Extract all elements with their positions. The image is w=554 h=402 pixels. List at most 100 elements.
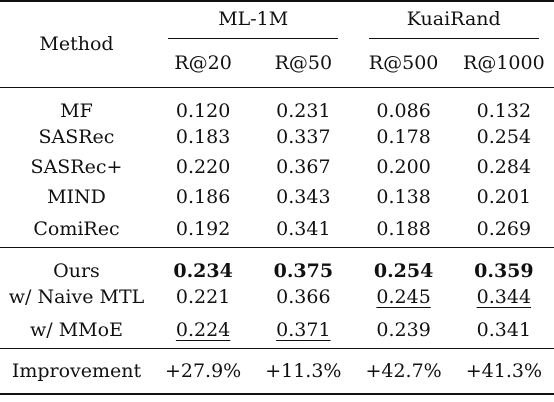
value-text: 0.359: [474, 260, 534, 282]
table-row: w/ MMoE 0.224 0.371 0.239 0.341: [0, 312, 554, 348]
value-text: 0.183: [175, 125, 231, 148]
value-text: 0.231: [276, 99, 331, 122]
method-name: Ours: [0, 247, 153, 282]
table-row: ComiRec 0.192 0.341 0.188 0.269: [0, 212, 554, 248]
group-label-ml1m: ML-1M: [168, 8, 339, 39]
value-cell: 0.254: [454, 122, 554, 152]
metric-header: R@500: [353, 39, 454, 88]
method-name: ComiRec: [33, 218, 120, 241]
improvement-label: Improvement: [0, 347, 153, 395]
value-cell: 0.220: [153, 152, 253, 182]
value-text: 0.341: [476, 318, 532, 341]
value-text: 0.245: [376, 286, 431, 308]
baseline-rows: MF 0.120 0.231 0.086 0.132 SASRec 0.183 0.337 0.…: [0, 87, 554, 248]
header-row-groups: Method ML-1M KuaiRand: [0, 1, 554, 88]
value-text: 0.284: [476, 155, 532, 178]
method-name: w/ MMoE: [30, 318, 123, 341]
value-text: 0.188: [376, 218, 431, 241]
value-cell: 0.120: [153, 87, 253, 122]
group-label-kuairand: KuaiRand: [368, 8, 539, 39]
value-text: 0.200: [376, 155, 431, 178]
value-text: 0.138: [376, 185, 431, 208]
value-text: 0.221: [175, 286, 231, 308]
header-row-metrics: R@20 R@50 R@500 R@1000: [0, 39, 554, 88]
value-text: 0.086: [376, 99, 431, 122]
group-header-kuairand: KuaiRand: [353, 1, 554, 39]
value-cell: 0.188: [353, 212, 453, 248]
method-name: MF: [60, 99, 93, 122]
value-cell: 0.371: [253, 312, 353, 348]
value-text: 0.337: [276, 125, 331, 148]
improvement-cell: +42.7%: [353, 347, 454, 395]
value-cell: 0.201: [454, 182, 554, 212]
value-cell: 0.341: [454, 312, 554, 348]
value-cell: 0.341: [253, 212, 353, 248]
table-row: w/ Naive MTL 0.221 0.366 0.245 0.344: [0, 282, 554, 312]
metric-header: R@50: [253, 39, 354, 88]
value-text: 0.254: [476, 125, 532, 148]
value-cell: 0.284: [454, 152, 554, 182]
value-text: 0.375: [273, 260, 334, 282]
value-text: 0.254: [373, 260, 434, 282]
table-row: SASRec 0.183 0.337 0.178 0.254: [0, 122, 554, 152]
value-cell: 0.192: [153, 212, 253, 248]
table-row: MF 0.120 0.231 0.086 0.132: [0, 87, 554, 122]
value-cell: 0.239: [353, 312, 453, 348]
value-text: 0.186: [175, 185, 231, 208]
value-cell: 0.200: [353, 152, 453, 182]
value-cell: 0.178: [353, 122, 453, 152]
value-cell: 0.366: [253, 282, 353, 312]
improvement-cell: +41.3%: [453, 347, 554, 395]
value-cell: 0.132: [454, 87, 554, 122]
value-cell: 0.337: [253, 122, 353, 152]
value-cell: 0.183: [153, 122, 253, 152]
value-text: 0.269: [476, 218, 532, 241]
value-text: 0.178: [376, 125, 431, 148]
value-cell: 0.231: [253, 87, 353, 122]
table-row: Ours 0.234 0.375 0.254 0.359: [0, 247, 554, 282]
value-cell: 0.359: [453, 247, 554, 282]
value-cell: 0.375: [253, 247, 354, 282]
value-text: 0.239: [376, 318, 431, 341]
value-text: 0.132: [476, 99, 532, 122]
method-header: Method: [0, 1, 153, 88]
value-cell: 0.086: [353, 87, 453, 122]
value-cell: 0.221: [153, 282, 253, 312]
value-cell: 0.254: [353, 247, 454, 282]
value-text: 0.192: [175, 218, 231, 241]
group-header-ml1m: ML-1M: [153, 1, 354, 39]
value-text: 0.201: [476, 185, 532, 208]
value-cell: 0.224: [153, 312, 253, 348]
value-text: 0.366: [276, 286, 331, 308]
metric-header: R@1000: [453, 39, 554, 88]
value-text: 0.371: [276, 318, 331, 341]
value-cell: 0.138: [353, 182, 453, 212]
method-name: SASRec: [38, 125, 115, 148]
value-text: 0.120: [175, 99, 231, 122]
value-cell: 0.245: [353, 282, 453, 312]
value-cell: 0.186: [153, 182, 253, 212]
value-text: 0.234: [173, 260, 233, 282]
value-text: 0.220: [175, 155, 231, 178]
method-name: w/ Naive MTL: [8, 286, 145, 308]
method-name: MIND: [47, 185, 106, 208]
improvement-row: Improvement +27.9% +11.3% +42.7% +41.3%: [0, 347, 554, 395]
value-cell: 0.344: [454, 282, 554, 312]
value-text: 0.367: [276, 155, 331, 178]
value-text: 0.224: [175, 318, 231, 341]
value-cell: 0.234: [152, 247, 254, 282]
table-row: MIND 0.186 0.343 0.138 0.201: [0, 182, 554, 212]
improvement-cell: +11.3%: [253, 347, 354, 395]
value-cell: 0.269: [454, 212, 554, 248]
ours-rows: Ours 0.234 0.375 0.254 0.359 w/ Naive MTL 0.22…: [0, 247, 554, 349]
table-row: SASRec+ 0.220 0.367 0.200 0.284: [0, 152, 554, 182]
value-cell: 0.367: [253, 152, 353, 182]
value-text: 0.341: [276, 218, 331, 241]
value-text: 0.343: [276, 185, 331, 208]
value-cell: 0.343: [253, 182, 353, 212]
value-text: 0.344: [476, 286, 532, 308]
metric-header: R@20: [152, 39, 254, 88]
improvement-cell: +27.9%: [152, 347, 254, 395]
